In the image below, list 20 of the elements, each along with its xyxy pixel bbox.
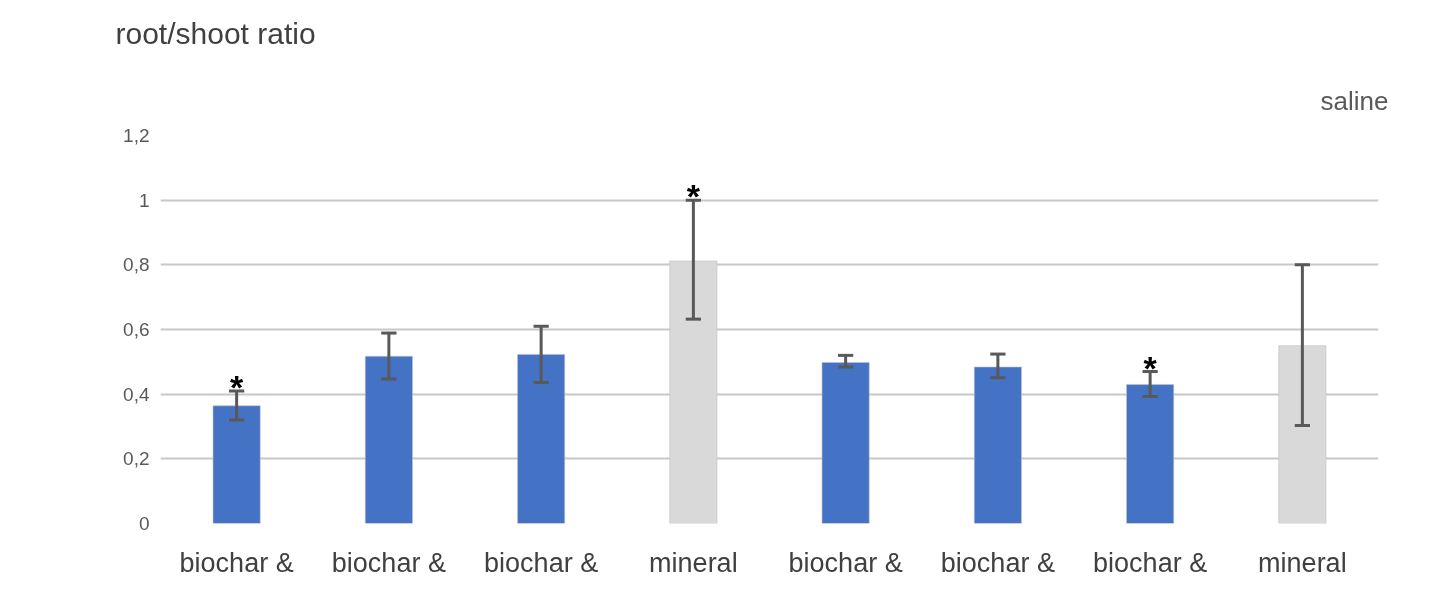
x-tick-label: mineral bbox=[1258, 547, 1347, 578]
x-tick-label: mineral bbox=[649, 547, 738, 578]
data-label: * bbox=[686, 177, 701, 216]
x-tick-label: biochar & bbox=[1093, 547, 1208, 578]
chart-title: root/shoot ratio bbox=[115, 16, 316, 50]
data-label: * bbox=[1143, 348, 1158, 387]
x-tick-label: biochar & bbox=[940, 547, 1055, 578]
x-tick-label: biochar & bbox=[788, 547, 903, 578]
x-tick-label: biochar & bbox=[331, 547, 446, 578]
y-tick-label: 0,4 bbox=[123, 383, 150, 405]
x-tick-label: biochar & bbox=[484, 547, 599, 578]
x-tick-label: biochar & bbox=[179, 547, 294, 578]
y-tick-label: 0 bbox=[138, 513, 150, 534]
y-tick-label: 1,2 bbox=[123, 125, 150, 146]
y-tick-label: 0,8 bbox=[123, 254, 150, 276]
text: saline bbox=[1320, 85, 1389, 116]
y-tick-label: 1 bbox=[138, 189, 150, 211]
data-label: * bbox=[230, 367, 245, 406]
y-tick-label: 0,2 bbox=[123, 448, 150, 470]
y-tick-label: 0,6 bbox=[123, 319, 150, 340]
